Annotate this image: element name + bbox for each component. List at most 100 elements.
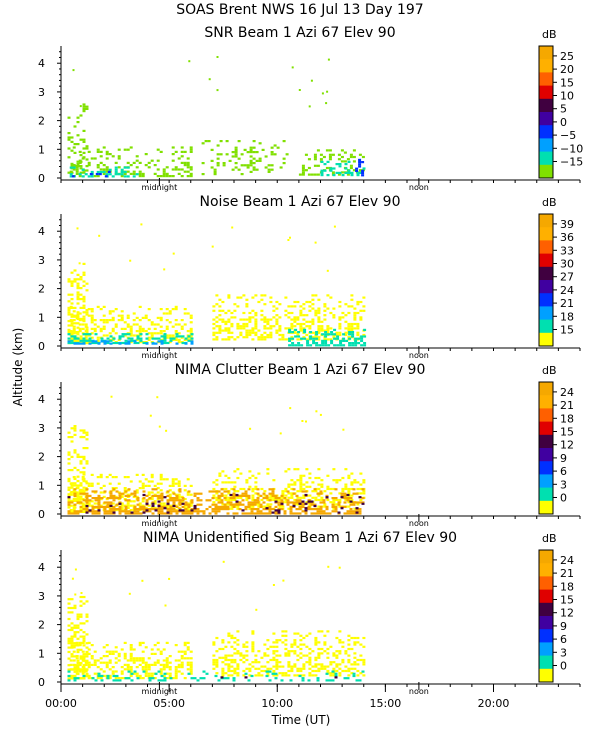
heatmap-cell bbox=[153, 327, 157, 330]
heatmap-cell bbox=[70, 315, 74, 318]
heatmap-cell bbox=[352, 672, 356, 675]
heatmap-cell bbox=[353, 663, 357, 666]
heatmap-cell bbox=[93, 663, 97, 666]
heatmap-cell bbox=[358, 161, 362, 164]
heatmap-cell bbox=[244, 492, 248, 495]
heatmap-cell bbox=[138, 175, 142, 178]
heatmap-cell bbox=[308, 672, 312, 675]
heatmap-cell bbox=[290, 494, 294, 497]
heatmap-cell bbox=[290, 643, 294, 646]
heatmap-cell bbox=[241, 494, 245, 497]
heatmap-cell bbox=[293, 468, 297, 471]
heatmap-cell bbox=[186, 493, 190, 496]
heatmap-cell bbox=[171, 334, 175, 337]
heatmap-cell bbox=[76, 648, 80, 651]
heatmap-cell bbox=[97, 674, 101, 678]
heatmap-cell bbox=[354, 337, 358, 340]
heatmap-cell bbox=[317, 468, 321, 471]
heatmap-cell bbox=[117, 652, 121, 655]
heatmap-cell bbox=[256, 512, 260, 515]
heatmap-cell bbox=[117, 655, 121, 658]
heatmap-cell bbox=[217, 490, 221, 493]
colorbar-label: 3 bbox=[560, 646, 567, 659]
heatmap-cell bbox=[218, 298, 222, 301]
heatmap-speck bbox=[211, 245, 214, 248]
heatmap-cell bbox=[76, 284, 80, 287]
heatmap-cell bbox=[96, 336, 100, 339]
heatmap-cell bbox=[296, 654, 300, 657]
heatmap-cell bbox=[251, 338, 255, 341]
heatmap-cell bbox=[168, 341, 172, 344]
heatmap-cell bbox=[242, 311, 246, 315]
colorbar-swatch bbox=[539, 629, 553, 643]
heatmap-cell bbox=[69, 175, 73, 178]
heatmap-cell bbox=[287, 661, 291, 664]
heatmap-cell bbox=[76, 337, 80, 340]
heatmap-cell bbox=[304, 153, 308, 156]
heatmap-cell bbox=[183, 308, 187, 311]
heatmap-cell bbox=[189, 168, 193, 171]
heatmap-cell bbox=[67, 679, 71, 682]
heatmap-cell bbox=[302, 307, 306, 310]
heatmap-cell bbox=[135, 166, 139, 169]
heatmap-cell bbox=[70, 469, 74, 472]
heatmap-cell bbox=[343, 501, 347, 504]
heatmap-cell bbox=[284, 672, 288, 675]
heatmap-cell bbox=[266, 647, 270, 651]
heatmap-cell bbox=[212, 643, 216, 646]
heatmap-cell bbox=[175, 342, 179, 345]
heatmap-cell bbox=[72, 168, 76, 171]
heatmap-cell bbox=[135, 473, 139, 476]
heatmap-cell bbox=[183, 641, 187, 644]
heatmap-cell bbox=[147, 166, 151, 169]
heatmap-cell bbox=[177, 338, 181, 341]
heatmap-cell bbox=[361, 502, 365, 505]
heatmap-cell bbox=[114, 487, 118, 490]
heatmap-cell bbox=[263, 654, 267, 657]
heatmap-cell bbox=[168, 666, 172, 669]
heatmap-cell bbox=[319, 508, 323, 511]
heatmap-cell bbox=[230, 636, 234, 640]
heatmap-cell bbox=[319, 512, 323, 515]
heatmap-cell bbox=[120, 495, 124, 498]
heatmap-cell bbox=[347, 492, 351, 495]
heatmap-cell bbox=[130, 492, 134, 495]
heatmap-cell bbox=[243, 164, 247, 167]
heatmap-cell bbox=[296, 645, 300, 648]
heatmap-cell bbox=[299, 652, 303, 655]
heatmap-cell bbox=[144, 674, 148, 677]
heatmap-cell bbox=[81, 677, 85, 680]
heatmap-cell bbox=[67, 650, 71, 654]
heatmap-cell bbox=[84, 336, 88, 339]
heatmap-cell bbox=[293, 641, 297, 644]
heatmap-cell bbox=[247, 494, 251, 497]
heatmap-cell bbox=[135, 659, 139, 662]
heatmap-cells bbox=[67, 223, 367, 347]
heatmap-cell bbox=[142, 670, 146, 673]
heatmap-cell bbox=[199, 499, 203, 502]
heatmap-cell bbox=[338, 327, 342, 330]
heatmap-cell bbox=[120, 327, 124, 330]
heatmap-cell bbox=[73, 451, 77, 454]
heatmap-cell bbox=[290, 650, 294, 653]
heatmap-cell bbox=[332, 487, 336, 491]
heatmap-cell bbox=[226, 677, 230, 680]
panel-title: Noise Beam 1 Azi 67 Elev 90 bbox=[200, 194, 401, 210]
heatmap-cell bbox=[362, 481, 366, 484]
heatmap-cell bbox=[85, 510, 89, 513]
heatmap-cell bbox=[339, 339, 343, 342]
heatmap-cell bbox=[257, 650, 261, 653]
heatmap-cell bbox=[117, 482, 121, 485]
heatmap-cell bbox=[290, 665, 294, 668]
heatmap-cell bbox=[79, 628, 83, 632]
heatmap-speck bbox=[188, 60, 191, 63]
heatmap-cell bbox=[186, 661, 190, 664]
heatmap-cell bbox=[109, 490, 113, 493]
heatmap-cell bbox=[235, 493, 239, 497]
heatmap-cell bbox=[299, 327, 303, 330]
heatmap-cell bbox=[314, 294, 318, 297]
heatmap-cell bbox=[69, 493, 73, 496]
heatmap-cell bbox=[223, 503, 227, 506]
heatmap-speck bbox=[216, 89, 219, 92]
heatmap-cell bbox=[260, 665, 264, 668]
